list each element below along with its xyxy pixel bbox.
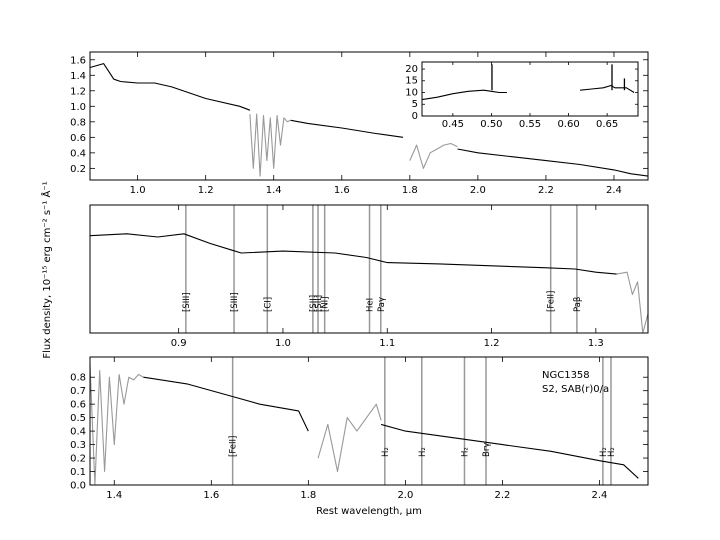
spectrum-middle-0 (89, 233, 617, 275)
ytick-label-bottom-2: 0.2 (70, 454, 86, 465)
ytick-label-top-7: 1.6 (70, 55, 86, 66)
xtick-label-bottom-1: 1.6 (203, 490, 219, 501)
annotation-class: S2, SAB(r)0/a (542, 384, 609, 395)
xtick-label-top-6: 2.2 (538, 185, 554, 196)
line-label-middle-2: [CI] (263, 297, 273, 312)
panel-middle: [SIII] [SIII] [CI] [SII][SII][NI] HeI Paγ [FeI… (89, 204, 649, 349)
line-label-bottom-0: [FeII] (229, 436, 239, 457)
spectrum-inset-0 (421, 89, 507, 101)
line-label-bottom-6: H₂ (607, 447, 617, 457)
ytick-label-top-1: 0.4 (70, 148, 86, 159)
ytick-label-inset-4: 20 (405, 64, 418, 75)
xtick-label-inset-1: 0.50 (480, 119, 502, 130)
xtick-label-middle-3: 1.2 (484, 338, 500, 349)
spectrum-top-0 (89, 63, 251, 111)
ytick-label-bottom-6: 0.6 (70, 400, 86, 411)
spectrum-bottom-3 (380, 423, 639, 479)
spectrum-bottom-2 (317, 403, 382, 473)
spectrum-top-1 (249, 113, 291, 177)
line-label-middle-9: Paβ (573, 297, 583, 312)
annotation-object: NGC1358 (542, 370, 590, 381)
xtick-label-inset-3: 0.60 (557, 119, 579, 130)
xtick-label-top-3: 1.6 (334, 185, 350, 196)
ytick-label-top-0: 0.2 (70, 164, 86, 175)
panel-top-frame (89, 51, 649, 181)
line-label-bottom-2: H₂ (418, 447, 428, 457)
ytick-label-bottom-3: 0.3 (70, 440, 86, 451)
spectrum-middle-1 (616, 271, 649, 334)
panel-bottom-frame (89, 356, 649, 486)
xtick-label-middle-2: 1.1 (379, 338, 395, 349)
xtick-label-bottom-4: 2.2 (494, 490, 510, 501)
ytick-label-bottom-4: 0.4 (70, 427, 86, 438)
xtick-label-middle-1: 1.0 (275, 338, 291, 349)
panel-top: 1.0 1.2 1.4 1.6 1.8 2.0 2.2 2.4 0.2 0.4 0.6 0.8 1.0 1… (70, 51, 649, 196)
xtick-label-top-2: 1.4 (266, 185, 282, 196)
spectrum-top-3 (409, 142, 458, 169)
ytick-label-top-3: 0.8 (70, 117, 86, 128)
line-label-middle-6: HeI (366, 298, 376, 312)
xtick-label-top-5: 2.0 (470, 185, 486, 196)
line-label-bottom-1: H₂ (381, 447, 391, 457)
line-label-middle-0: [SIII] (182, 292, 192, 312)
line-label-middle-5: [NI] (321, 297, 331, 313)
x-axis-label: Rest wavelength, μm (316, 506, 422, 517)
xtick-label-middle-4: 1.3 (588, 338, 604, 349)
ytick-label-bottom-0: 0.0 (70, 481, 86, 492)
xtick-label-top-1: 1.2 (198, 185, 214, 196)
ytick-label-top-2: 0.6 (70, 133, 86, 144)
line-label-middle-7: Paγ (377, 297, 387, 312)
spectrum-bottom-0 (89, 363, 144, 486)
spectrum-bottom-1 (143, 376, 309, 432)
xtick-label-top-7: 2.4 (606, 185, 622, 196)
line-label-middle-8: [FeII] (547, 291, 557, 312)
spectrum-top-4 (457, 148, 649, 177)
y-axis-label: Flux density, 10⁻¹⁵ erg cm⁻² s⁻¹ Å⁻¹ (40, 181, 53, 358)
xtick-label-bottom-5: 2.4 (592, 490, 608, 501)
ytick-label-top-4: 1.0 (70, 102, 86, 113)
line-label-bottom-5: H₂ (599, 447, 609, 457)
ytick-label-inset-1: 5 (412, 99, 418, 110)
panel-middle-frame (89, 204, 649, 334)
line-label-middle-4: [SII] (314, 295, 324, 312)
ytick-label-inset-2: 10 (405, 87, 418, 98)
ytick-label-top-5: 1.2 (70, 86, 86, 97)
ytick-label-bottom-1: 0.1 (70, 467, 86, 478)
ytick-label-top-6: 1.4 (70, 71, 86, 82)
xtick-label-bottom-2: 1.8 (300, 490, 316, 501)
ytick-label-bottom-7: 0.7 (70, 386, 86, 397)
spectrum-top-2 (290, 119, 404, 138)
line-label-middle-3: [SII] (309, 295, 319, 312)
xtick-label-inset-4: 0.65 (596, 119, 618, 130)
line-label-bottom-4: Brγ (482, 443, 492, 457)
xtick-label-middle-0: 0.9 (171, 338, 187, 349)
ytick-label-inset-3: 15 (405, 76, 418, 87)
ytick-label-inset-0: 0 (412, 111, 418, 122)
ytick-label-bottom-8: 0.8 (70, 373, 86, 384)
line-label-middle-1: [SIII] (230, 292, 240, 312)
xtick-label-inset-0: 0.45 (442, 119, 464, 130)
xtick-label-bottom-3: 2.0 (397, 490, 413, 501)
line-label-bottom-3: H₂ (460, 447, 470, 457)
ytick-label-bottom-5: 0.5 (70, 413, 86, 424)
xtick-label-top-0: 1.0 (130, 185, 146, 196)
xtick-label-bottom-0: 1.4 (106, 490, 122, 501)
spectrum-inset-1 (580, 84, 635, 93)
xtick-label-inset-2: 0.55 (519, 119, 541, 130)
xtick-label-top-4: 1.8 (402, 185, 418, 196)
inset-background (422, 62, 638, 116)
